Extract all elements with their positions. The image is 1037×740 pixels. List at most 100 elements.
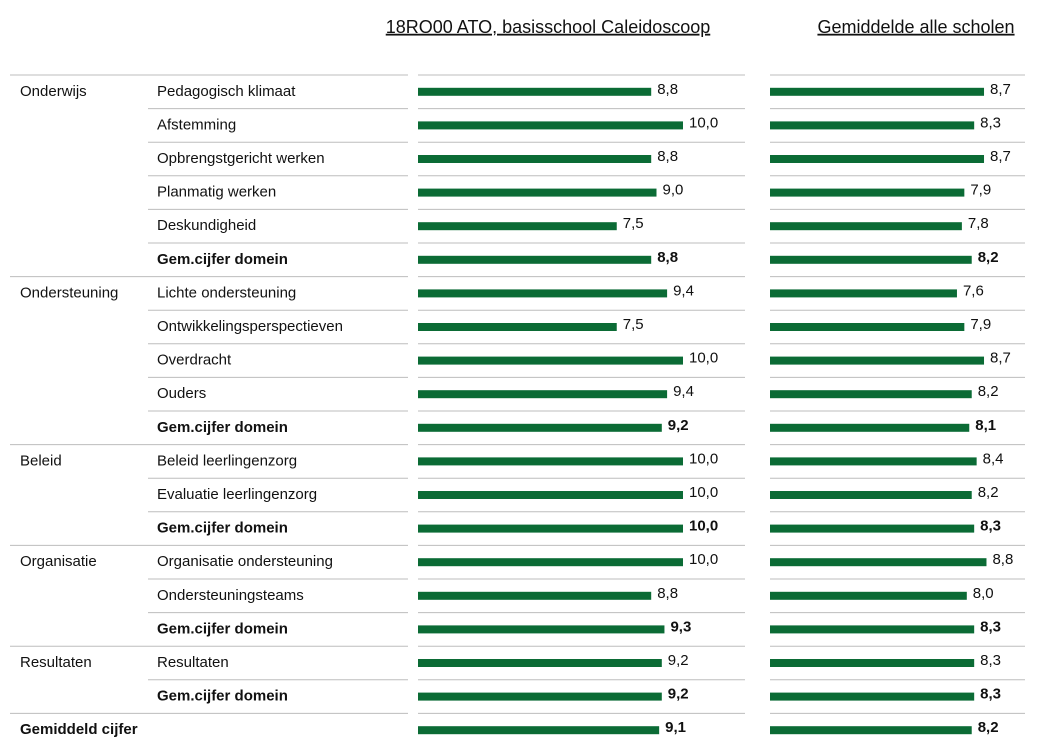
bar xyxy=(770,692,975,701)
bar xyxy=(770,323,965,331)
bar xyxy=(770,524,975,533)
row-label: Ontwikkelingsperspectieven xyxy=(157,318,343,335)
column-heading: 18RO00 ATO, basisschool Caleidoscoop xyxy=(386,17,711,37)
bar xyxy=(770,423,970,432)
bar xyxy=(770,457,977,466)
row-label: Gem.cijfer domein xyxy=(157,251,288,268)
row-label: Gem.cijfer domein xyxy=(157,620,288,637)
value-label: 8,3 xyxy=(980,618,1001,635)
value-label: 7,9 xyxy=(970,316,991,333)
value-label: 8,2 xyxy=(978,249,999,266)
domain-label: Ondersteuning xyxy=(20,284,118,301)
bar xyxy=(770,356,985,365)
value-label: 8,4 xyxy=(983,450,1004,467)
value-label: 9,3 xyxy=(670,618,691,635)
value-label: 10,0 xyxy=(689,450,718,467)
row-label: Gem.cijfer domein xyxy=(157,520,288,537)
value-label: 8,3 xyxy=(980,686,1001,703)
bar xyxy=(418,659,662,667)
row-label: Overdracht xyxy=(157,352,232,369)
bar xyxy=(770,591,967,600)
bar xyxy=(770,625,975,634)
bar xyxy=(418,625,665,634)
value-label: 8,8 xyxy=(657,249,678,266)
row-label: Resultaten xyxy=(157,654,229,671)
value-label: 8,2 xyxy=(978,484,999,501)
value-label: 8,3 xyxy=(980,114,1001,131)
value-label: 9,4 xyxy=(673,282,694,299)
value-label: 8,7 xyxy=(990,148,1011,165)
domain-label: Onderwijs xyxy=(20,83,87,100)
row-label: Lichte ondersteuning xyxy=(157,284,296,301)
value-label: 10,0 xyxy=(689,551,718,568)
bar xyxy=(770,155,985,163)
bar xyxy=(418,692,662,701)
value-label: 8,2 xyxy=(978,383,999,400)
bar xyxy=(418,491,683,499)
bar xyxy=(418,155,652,163)
value-label: 8,8 xyxy=(657,148,678,165)
value-label: 9,0 xyxy=(663,182,684,199)
bar xyxy=(418,121,683,130)
value-label: 9,2 xyxy=(668,417,689,434)
bar xyxy=(418,188,657,197)
value-label: 8,8 xyxy=(657,81,678,98)
bar xyxy=(770,289,957,298)
bar xyxy=(418,289,668,298)
bar xyxy=(418,390,668,399)
value-label: 8,7 xyxy=(990,350,1011,367)
bar xyxy=(770,558,987,567)
bar xyxy=(418,457,683,466)
row-label: Opbrengstgericht werken xyxy=(157,150,325,167)
row-label: Afstemming xyxy=(157,116,236,133)
bar xyxy=(418,591,652,600)
value-label: 8,3 xyxy=(980,518,1001,535)
bar xyxy=(418,255,652,264)
value-label: 8,0 xyxy=(973,585,994,602)
value-label: 9,4 xyxy=(673,383,694,400)
value-label: 9,2 xyxy=(668,652,689,669)
value-label: 7,5 xyxy=(623,316,644,333)
row-label: Evaluatie leerlingenzorg xyxy=(157,486,317,503)
value-label: 10,0 xyxy=(689,484,718,501)
domain-label: Resultaten xyxy=(20,654,92,671)
row-label: Deskundigheid xyxy=(157,217,256,234)
bar xyxy=(770,491,972,499)
value-label: 8,8 xyxy=(992,551,1013,568)
bar xyxy=(418,87,652,96)
bar xyxy=(418,558,683,567)
value-label: 7,6 xyxy=(963,282,984,299)
value-label: 10,0 xyxy=(689,518,718,535)
value-label: 8,2 xyxy=(978,719,999,736)
value-label: 8,1 xyxy=(975,417,996,434)
domain-label: Beleid xyxy=(20,452,62,469)
domain-label: Organisatie xyxy=(20,553,97,570)
bar xyxy=(770,121,975,130)
bar xyxy=(770,659,975,667)
bar xyxy=(770,726,972,735)
bar xyxy=(770,222,962,231)
row-label: Gem.cijfer domein xyxy=(157,419,288,436)
bar xyxy=(770,390,972,399)
value-label: 8,8 xyxy=(657,585,678,602)
bar xyxy=(418,423,662,432)
column-heading: Gemiddelde alle scholen xyxy=(817,17,1014,37)
value-label: 8,3 xyxy=(980,652,1001,669)
row-label: Planmatig werken xyxy=(157,184,276,201)
row-label: Ondersteuningsteams xyxy=(157,587,304,604)
value-label: 9,1 xyxy=(665,719,686,736)
bar xyxy=(418,222,617,231)
value-label: 10,0 xyxy=(689,114,718,131)
bar xyxy=(770,255,972,264)
bar xyxy=(770,87,985,96)
bar xyxy=(418,323,617,331)
bar xyxy=(418,356,683,365)
value-label: 7,5 xyxy=(623,215,644,232)
row-label: Organisatie ondersteuning xyxy=(157,553,333,570)
row-label: Ouders xyxy=(157,385,206,402)
bar xyxy=(418,524,683,533)
value-label: 8,7 xyxy=(990,81,1011,98)
value-label: 7,8 xyxy=(968,215,989,232)
row-label: Gem.cijfer domein xyxy=(157,688,288,705)
